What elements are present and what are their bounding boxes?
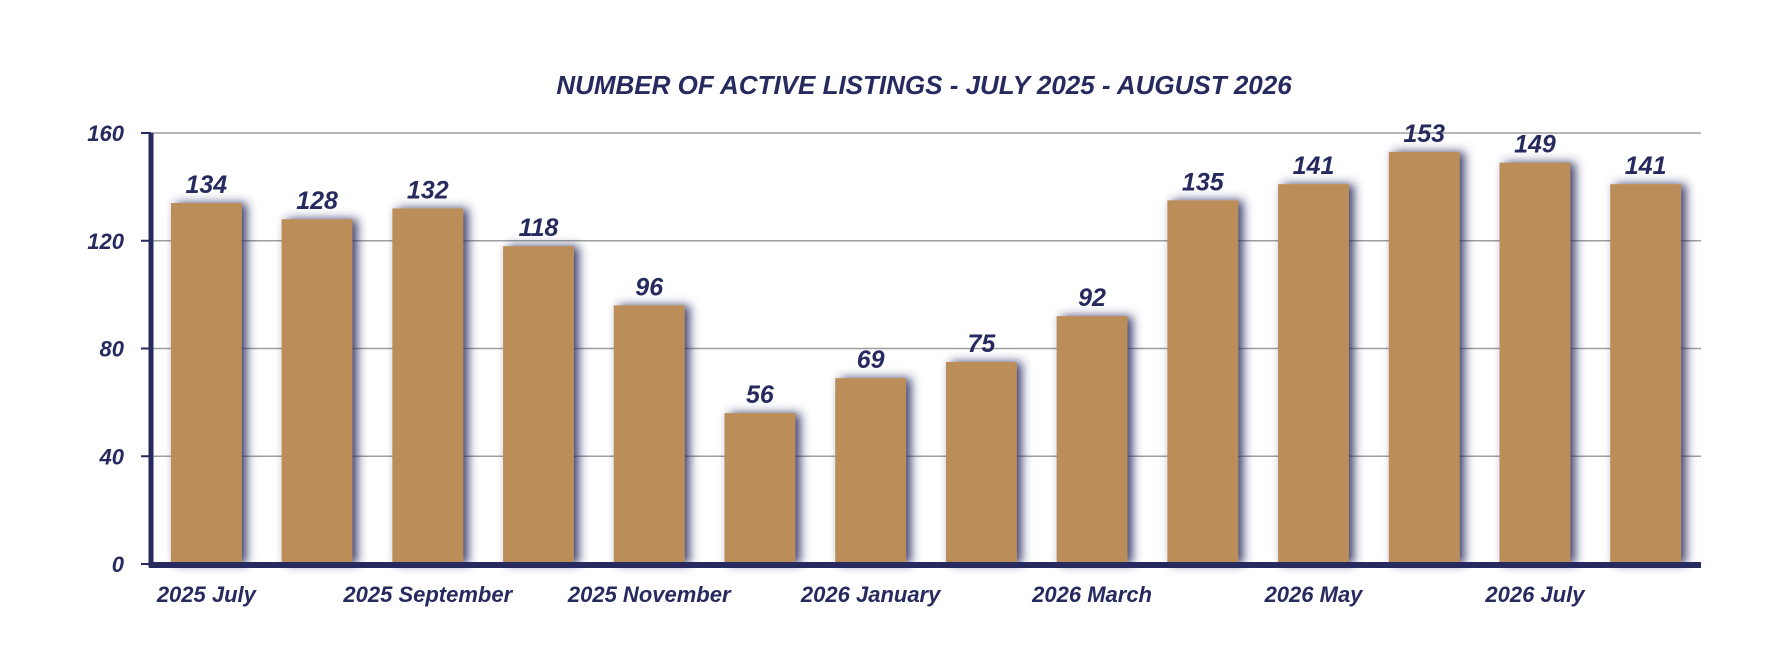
data-label: 141 <box>1293 152 1335 180</box>
chart-title: NUMBER OF ACTIVE LISTINGS - JULY 2025 - … <box>556 70 1292 100</box>
bar <box>724 413 796 564</box>
data-label: 118 <box>519 214 559 242</box>
x-tick-label: 2026 March <box>1031 582 1152 607</box>
x-tick-label: 2026 January <box>800 582 942 607</box>
x-tick-label: 2026 May <box>1264 582 1365 607</box>
data-label: 75 <box>967 330 996 358</box>
bar <box>281 219 353 564</box>
x-tick-label: 2025 September <box>342 582 513 607</box>
data-label: 92 <box>1078 284 1106 312</box>
y-tick-label: 120 <box>87 229 124 254</box>
x-axis-ticks: 2025 July 2025 September 2025 November 2026… <box>156 582 1586 607</box>
data-label: 56 <box>746 381 775 409</box>
bar <box>1610 184 1682 564</box>
x-tick-label: 2026 July <box>1484 582 1586 607</box>
data-label: 132 <box>407 176 449 204</box>
y-tick-label: 160 <box>87 121 124 146</box>
x-tick-label: 2025 November <box>567 582 732 607</box>
bars <box>170 151 1682 565</box>
bar <box>945 361 1017 564</box>
data-label: 141 <box>1625 152 1667 180</box>
grid-lines <box>151 132 1701 457</box>
y-axis-ticks: 0 40 80 120 160 <box>87 121 151 577</box>
data-label: 134 <box>185 171 227 199</box>
bar <box>1388 151 1460 564</box>
data-label: 135 <box>1182 168 1225 196</box>
data-label: 153 <box>1403 120 1445 148</box>
data-label: 149 <box>1514 131 1556 159</box>
bar <box>1499 162 1571 564</box>
bar <box>1278 184 1349 564</box>
y-tick-label: 0 <box>112 552 125 577</box>
bar <box>1167 200 1239 564</box>
bar <box>1056 316 1128 564</box>
bar <box>170 203 242 564</box>
data-labels: 134 128 132 118 96 56 69 75 92 135 141 153 149 141 <box>185 120 1666 409</box>
x-tick-label: 2025 July <box>156 582 258 607</box>
bar <box>503 246 574 564</box>
data-label: 96 <box>635 273 664 301</box>
data-label: 128 <box>296 187 338 215</box>
bar <box>613 305 685 564</box>
data-label: 69 <box>857 346 885 374</box>
bar <box>392 208 464 565</box>
y-tick-label: 40 <box>99 444 125 469</box>
y-tick-label: 80 <box>100 337 125 362</box>
bar <box>835 378 907 564</box>
